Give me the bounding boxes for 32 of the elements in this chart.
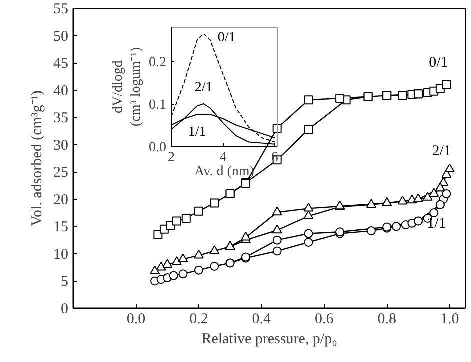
y-tick-label: 20 <box>54 192 68 208</box>
x-tick-label: 0.2 <box>190 312 208 328</box>
y-tick-label: 30 <box>54 138 68 154</box>
x-tick-label: 0.6 <box>315 312 334 328</box>
y-tick-label: 10 <box>54 246 68 263</box>
x-tick-label: 1.0 <box>440 312 460 328</box>
x-tick-label: 0.4 <box>252 312 272 328</box>
y-tick-label: 25 <box>54 165 68 182</box>
x-tick-label: 2 <box>168 150 175 166</box>
y-tick-label: 5 <box>61 274 68 290</box>
x-tick-label: 4 <box>220 150 227 166</box>
y-tick-label: 45 <box>54 56 68 72</box>
y-tick-label: 0.2 <box>149 56 166 70</box>
series-label: 2/1 <box>194 80 213 96</box>
x-tick-label: 0.0 <box>126 312 146 328</box>
y-tick-label: 35 <box>54 110 68 127</box>
y-axis-title: Vol. adsorbed (cm³g⁻¹) <box>30 90 46 226</box>
series-label: 0/1 <box>429 54 448 71</box>
y-axis-title: dV/dlogd (cm³ logum⁻¹) <box>111 47 144 127</box>
y-tick-label: 40 <box>54 83 68 100</box>
y-tick-label: 15 <box>54 220 68 236</box>
x-axis-title: Relative pressure, p/p₀ <box>202 332 338 348</box>
y-tick-label: 0.0 <box>149 140 166 156</box>
y-tick-label: 0.1 <box>149 98 166 113</box>
series-label: 1/1 <box>188 125 206 140</box>
series-label: 0/1 <box>218 30 236 46</box>
y-tick-label: 50 <box>54 28 68 45</box>
x-tick-label: 0.8 <box>378 312 396 328</box>
series-label: 2/1 <box>432 143 452 160</box>
y-tick-label: 55 <box>54 2 68 18</box>
series-label: 1/1 <box>427 216 446 232</box>
y-tick-label: 0 <box>61 302 68 318</box>
